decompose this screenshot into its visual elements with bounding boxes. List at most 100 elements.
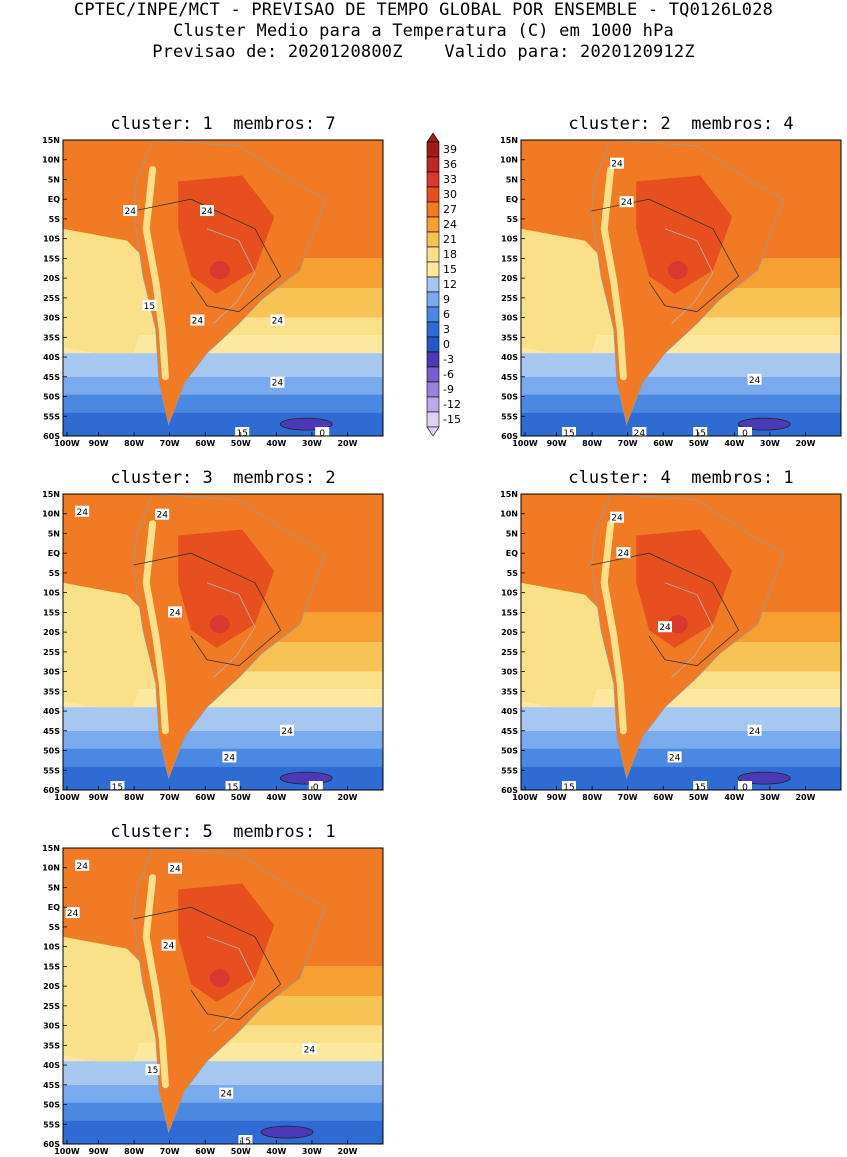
contour-24: [133, 906, 282, 1021]
legend-swatch: [426, 186, 440, 203]
contour-label-text: 24: [659, 623, 671, 633]
lat-label: 45S: [43, 727, 60, 736]
legend-label: 36: [443, 158, 457, 171]
contour-label: 15: [110, 781, 125, 790]
contour-label: 24: [161, 939, 176, 952]
legend-swatch: [426, 201, 440, 218]
map-panel-2: 24 24 24 24 15 15 0 15N 10N 5N EQ 5S 10S 15S 20S 25S 30S…: [500, 136, 842, 448]
legend-label: 27: [443, 203, 457, 216]
contour-label: 24: [280, 724, 294, 737]
temperature-band: [521, 394, 841, 413]
contour-label-text: 24: [281, 727, 293, 737]
contour-24: [591, 552, 740, 667]
temperature-band: [63, 1120, 383, 1144]
temperature-band: [63, 1061, 383, 1085]
lon-label: 20W: [795, 439, 815, 448]
contour-label: 24: [747, 724, 762, 737]
contour-label: 0: [738, 781, 752, 790]
lon-label: 20W: [337, 793, 357, 802]
legend-label: 6: [443, 308, 450, 321]
temperature-band: [63, 707, 383, 731]
lat-label: 45S: [43, 373, 60, 382]
cool-region: [63, 582, 166, 708]
cold-pocket: [260, 1125, 314, 1139]
temperature-band: [521, 689, 841, 708]
lat-label: 10N: [42, 156, 60, 165]
lat-label: 10S: [501, 589, 518, 598]
legend-swatch: [426, 231, 440, 248]
contour-label-text: 24: [192, 317, 204, 327]
lon-label: 80W: [124, 793, 144, 802]
lat-label: 20S: [501, 274, 518, 283]
hot-spot: [667, 261, 688, 280]
lon-label: 80W: [582, 439, 602, 448]
contour-label-text: 24: [124, 207, 136, 217]
lon-label: 60W: [653, 439, 673, 448]
legend-label: 3: [443, 323, 450, 336]
legend-swatch: [426, 261, 440, 278]
lon-label: 60W: [195, 1147, 215, 1156]
lat-label: 10N: [500, 510, 518, 519]
andes-strip: [142, 520, 169, 735]
lat-label: 10N: [42, 864, 60, 873]
lat-label: 60S: [43, 786, 60, 795]
lon-label: 90W: [547, 439, 567, 448]
lat-label: 40S: [501, 707, 518, 716]
contour-label: 15: [693, 427, 708, 436]
lat-label: 30S: [501, 668, 518, 677]
contour-label-text: 0: [742, 429, 748, 439]
legend-label: -12: [443, 398, 461, 411]
contour-label-text: 15: [563, 429, 574, 439]
temperature-band: [63, 394, 383, 413]
temperature-band: [63, 376, 383, 395]
contour-label: 24: [168, 606, 182, 618]
lat-label: EQ: [48, 195, 60, 204]
legend-swatch: [426, 276, 440, 293]
lon-label: 80W: [124, 1147, 144, 1156]
contour-label-text: 24: [272, 317, 284, 327]
map-panel-3: 24 24 24 24 24 15 15 0 15N 10N 5N EQ 5S 10S 15S 20S 25S 3…: [42, 490, 384, 802]
lat-label: 55S: [43, 1120, 60, 1129]
lon-label: 40W: [724, 793, 744, 802]
lat-label: 5N: [48, 883, 60, 892]
lat-label: 50S: [43, 747, 60, 756]
contour-label: 24: [658, 621, 672, 633]
lat-label: 10S: [43, 943, 60, 952]
legend-swatch: [426, 306, 440, 323]
legend-swatch: [426, 396, 440, 413]
contour-label: 24: [610, 157, 624, 170]
lon-label: 20W: [795, 793, 815, 802]
hot-spot: [209, 261, 230, 280]
header-line-2: Cluster Medio para a Temperatura (C) em …: [173, 21, 674, 41]
contour-label: 24: [610, 511, 624, 524]
legend-swatch: [426, 171, 440, 188]
lon-label: 20W: [337, 1147, 357, 1156]
lat-label: 60S: [43, 1140, 60, 1149]
legend-swatch: [426, 411, 440, 428]
legend-bottom-arrow: [426, 426, 440, 437]
lat-label: 30S: [501, 314, 518, 323]
lat-label: 35S: [43, 333, 60, 342]
contour-label-text: 15: [240, 1137, 251, 1147]
temperature-band: [63, 353, 383, 377]
lon-label: 60W: [195, 793, 215, 802]
legend-swatch: [426, 336, 440, 353]
contour-label-text: 24: [611, 160, 623, 170]
legend-label: -9: [443, 383, 454, 396]
contour-label-text: 0: [319, 429, 325, 439]
legend-label: 0: [443, 338, 450, 351]
legend-swatch: [426, 366, 440, 383]
lat-label: EQ: [48, 903, 60, 912]
lat-label: 15N: [500, 136, 518, 145]
contour-label: 0: [308, 781, 323, 790]
hot-spot: [667, 615, 688, 634]
lat-label: 55S: [43, 766, 60, 775]
legend-swatch: [426, 216, 440, 233]
lon-label: 30W: [760, 793, 780, 802]
panel-title-2: cluster: 2 membros: 4: [568, 114, 794, 134]
lat-label: 25S: [501, 648, 518, 657]
lat-label: 40S: [501, 353, 518, 362]
contour-label: 24: [747, 373, 762, 386]
lat-label: 25S: [501, 294, 518, 303]
contour-label-text: 24: [201, 207, 213, 217]
